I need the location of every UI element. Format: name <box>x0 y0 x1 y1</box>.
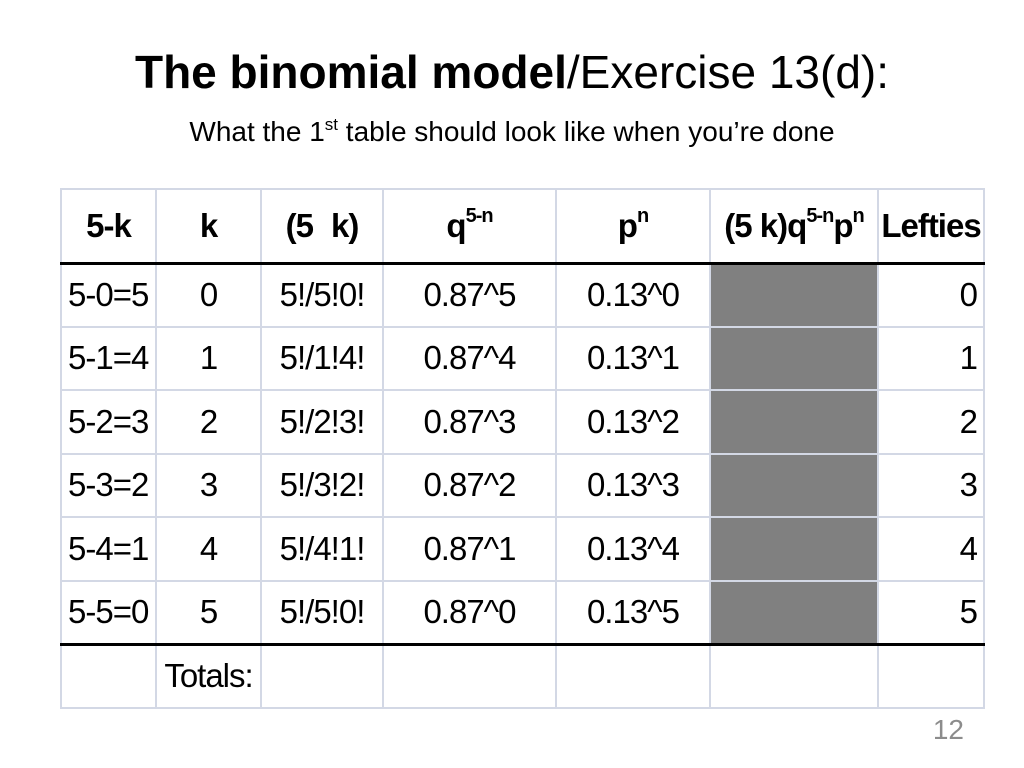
cell-k: 1 <box>155 325 262 391</box>
header-product-prefix: (5 k)q <box>724 206 807 244</box>
table-row: 5-2=3 2 5!/2!3! 0.87^3 0.13^2 2 <box>60 389 985 455</box>
subtitle-after: table should look like when you’re done <box>338 116 835 147</box>
totals-empty-cell <box>877 643 985 709</box>
header-p-power: pn <box>555 188 711 265</box>
cell-5-minus-k: 5-0=5 <box>60 262 157 328</box>
cell-lefties: 5 <box>877 579 985 646</box>
header-p-base: p <box>617 206 638 244</box>
cell-5-minus-k: 5-2=3 <box>60 389 157 455</box>
totals-empty-cell <box>260 643 384 709</box>
cell-lefties: 2 <box>877 389 985 455</box>
totals-empty-cell <box>382 643 557 709</box>
cell-p-power: 0.13^1 <box>555 325 711 391</box>
cell-lefties: 4 <box>877 516 985 582</box>
totals-row: Totals: <box>60 643 985 709</box>
page-number: 12 <box>932 714 964 745</box>
cell-lefties: 3 <box>877 452 985 518</box>
header-product-exponent-1: 5-n <box>806 204 834 227</box>
cell-product-shaded <box>709 452 879 518</box>
cell-combination: 5!/5!0! <box>260 262 384 328</box>
cell-combination: 5!/2!3! <box>260 389 384 455</box>
cell-q-power: 0.87^0 <box>382 579 557 646</box>
cell-product-shaded <box>709 579 879 646</box>
cell-product-shaded <box>709 389 879 455</box>
header-q-power: q5-n <box>382 188 557 265</box>
cell-product-shaded <box>709 516 879 582</box>
cell-k: 0 <box>155 262 262 328</box>
cell-q-power: 0.87^5 <box>382 262 557 328</box>
cell-5-minus-k: 5-1=4 <box>60 325 157 391</box>
cell-q-power: 0.87^2 <box>382 452 557 518</box>
table-row: 5-1=4 1 5!/1!4! 0.87^4 0.13^1 1 <box>60 325 985 391</box>
cell-k: 5 <box>155 579 262 646</box>
header-combination-close: k) <box>331 206 359 244</box>
header-p-exponent: n <box>636 204 649 227</box>
cell-q-power: 0.87^4 <box>382 325 557 391</box>
cell-lefties: 0 <box>877 262 985 328</box>
cell-k: 4 <box>155 516 262 582</box>
title-bold-part: The binomial model <box>134 46 567 98</box>
cell-combination: 5!/4!1! <box>260 516 384 582</box>
cell-product-shaded <box>709 325 879 391</box>
totals-empty-cell <box>709 643 879 709</box>
header-product: (5 k)q5-npn <box>709 188 879 265</box>
cell-q-power: 0.87^1 <box>382 516 557 582</box>
cell-product-shaded <box>709 262 879 328</box>
totals-label: Totals: <box>155 643 262 709</box>
cell-p-power: 0.13^2 <box>555 389 711 455</box>
subtitle-superscript: st <box>324 115 339 134</box>
cell-lefties: 1 <box>877 325 985 391</box>
header-combination: (5 k) <box>260 188 384 265</box>
table-row: 5-5=0 5 5!/5!0! 0.87^0 0.13^5 5 <box>60 579 985 646</box>
header-product-exponent-2: n <box>852 204 864 227</box>
cell-p-power: 0.13^4 <box>555 516 711 582</box>
table-row: 5-4=1 4 5!/4!1! 0.87^1 0.13^4 4 <box>60 516 985 582</box>
cell-combination: 5!/1!4! <box>260 325 384 391</box>
slide-title: The binomial model/Exercise 13(d): <box>0 42 1024 102</box>
header-k: k <box>155 188 262 265</box>
cell-combination: 5!/3!2! <box>260 452 384 518</box>
cell-k: 3 <box>155 452 262 518</box>
subtitle-before: What the 1 <box>189 116 325 147</box>
header-lefties: Lefties <box>877 188 985 265</box>
cell-5-minus-k: 5-5=0 <box>60 579 157 646</box>
header-product-mid: p <box>833 206 853 244</box>
cell-p-power: 0.13^5 <box>555 579 711 646</box>
cell-k: 2 <box>155 389 262 455</box>
table-row: 5-3=2 3 5!/3!2! 0.87^2 0.13^3 3 <box>60 452 985 518</box>
title-rest: /Exercise 13(d): <box>566 46 890 98</box>
cell-combination: 5!/5!0! <box>260 579 384 646</box>
binomial-table: 5-k k (5 k) q5-n pn (5 k)q5-npn Lefties 5… <box>60 188 985 709</box>
cell-q-power: 0.87^3 <box>382 389 557 455</box>
header-q-base: q <box>446 206 466 244</box>
totals-empty-cell <box>60 643 157 709</box>
slide-subtitle: What the 1st table should look like when… <box>0 114 1024 150</box>
cell-p-power: 0.13^0 <box>555 262 711 328</box>
header-combination-open: (5 <box>285 206 314 244</box>
header-5-minus-k: 5-k <box>60 188 157 265</box>
table-header-row: 5-k k (5 k) q5-n pn (5 k)q5-npn Lefties <box>60 188 985 265</box>
table-row: 5-0=5 0 5!/5!0! 0.87^5 0.13^0 0 <box>60 262 985 328</box>
cell-5-minus-k: 5-4=1 <box>60 516 157 582</box>
totals-empty-cell <box>555 643 711 709</box>
header-q-exponent: 5-n <box>465 204 494 227</box>
cell-5-minus-k: 5-3=2 <box>60 452 157 518</box>
cell-p-power: 0.13^3 <box>555 452 711 518</box>
